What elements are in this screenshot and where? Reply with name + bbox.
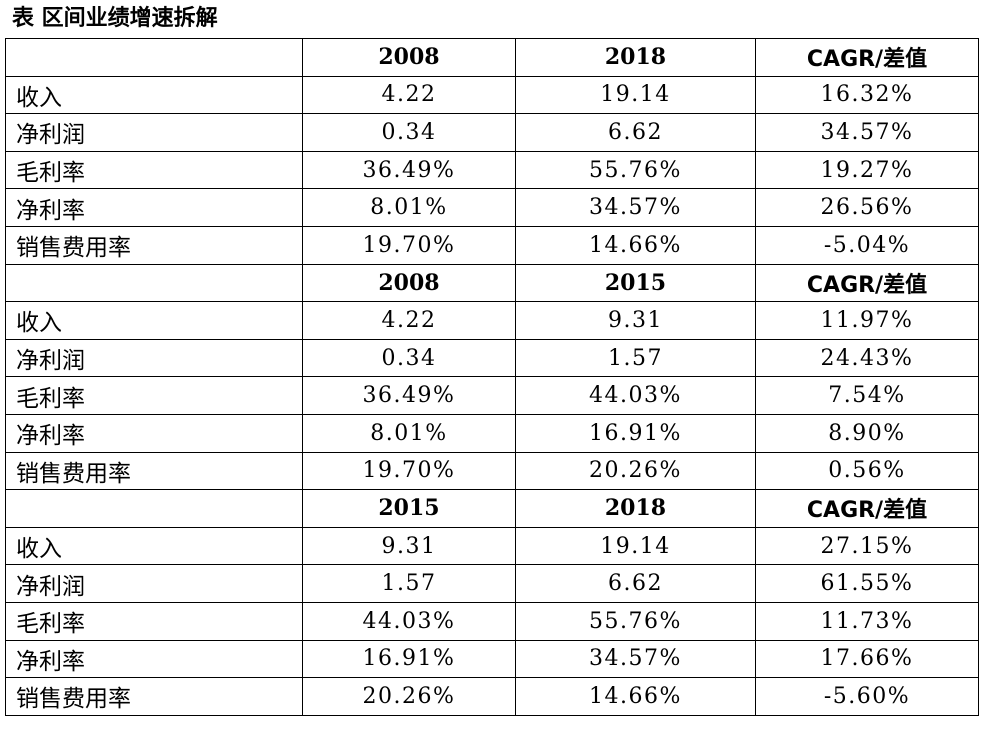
value-cell: 1.57 [515, 338, 756, 378]
header-blank-cell [5, 489, 303, 528]
value-cell: 24.43% [755, 338, 979, 378]
value-cell: 19.70% [302, 451, 516, 491]
value-cell: 20.26% [302, 677, 516, 716]
header-cell: 2018 [515, 38, 756, 77]
value-cell: 11.97% [755, 301, 979, 340]
row-label: 净利率 [5, 188, 303, 227]
value-cell: 9.31 [515, 301, 756, 340]
table-row: 净利润 1.57 6.62 61.55% [5, 564, 979, 603]
table-row: 收入 4.22 9.31 11.97% [5, 301, 979, 340]
table-row: 收入 4.22 19.14 16.32% [5, 75, 979, 115]
value-cell: 44.03% [302, 601, 516, 641]
row-label: 净利润 [5, 338, 303, 378]
value-cell: 55.76% [515, 150, 756, 190]
table-row: 销售费用率 20.26% 14.66% -5.60% [5, 677, 979, 716]
row-label: 收入 [5, 301, 303, 340]
table-row: 销售费用率 19.70% 20.26% 0.56% [5, 451, 979, 491]
value-cell: 1.57 [302, 564, 516, 603]
value-cell: 61.55% [755, 564, 979, 603]
value-cell: 34.57% [755, 113, 979, 152]
header-blank-cell [5, 263, 303, 303]
row-label: 毛利率 [5, 601, 303, 641]
header-cell: CAGR/差值 [755, 38, 979, 77]
header-cell: 2018 [515, 489, 756, 528]
section-header-row: 2008 2015 CAGR/差值 [5, 263, 979, 303]
row-label: 净利率 [5, 639, 303, 679]
value-cell: 7.54% [755, 376, 979, 415]
value-cell: 36.49% [302, 376, 516, 415]
value-cell: 19.27% [755, 150, 979, 190]
table-body: 2008 2018 CAGR/差值 收入 4.22 19.14 16.32% 净利润 0.34 6… [5, 38, 979, 716]
value-cell: 0.34 [302, 113, 516, 152]
header-cell: CAGR/差值 [755, 489, 979, 528]
value-cell: 36.49% [302, 150, 516, 190]
value-cell: 14.66% [515, 677, 756, 716]
table-row: 毛利率 36.49% 55.76% 19.27% [5, 150, 979, 190]
value-cell: 9.31 [302, 526, 516, 566]
row-label: 收入 [5, 526, 303, 566]
table-row: 毛利率 44.03% 55.76% 11.73% [5, 601, 979, 641]
value-cell: 16.32% [755, 75, 979, 115]
value-cell: 14.66% [515, 225, 756, 265]
value-cell: 19.14 [515, 526, 756, 566]
row-label: 销售费用率 [5, 677, 303, 716]
value-cell: 0.56% [755, 451, 979, 491]
section-header-row: 2008 2018 CAGR/差值 [5, 38, 979, 77]
row-label: 毛利率 [5, 376, 303, 415]
value-cell: 19.70% [302, 225, 516, 265]
value-cell: 11.73% [755, 601, 979, 641]
header-cell: CAGR/差值 [755, 263, 979, 303]
table-row: 净利润 0.34 6.62 34.57% [5, 113, 979, 152]
value-cell: 20.26% [515, 451, 756, 491]
table-row: 净利率 16.91% 34.57% 17.66% [5, 639, 979, 679]
value-cell: 44.03% [515, 376, 756, 415]
value-cell: 6.62 [515, 113, 756, 152]
header-cell: 2015 [302, 489, 516, 528]
value-cell: 55.76% [515, 601, 756, 641]
value-cell: -5.04% [755, 225, 979, 265]
row-label: 毛利率 [5, 150, 303, 190]
row-label: 销售费用率 [5, 225, 303, 265]
value-cell: 19.14 [515, 75, 756, 115]
value-cell: -5.60% [755, 677, 979, 716]
table-row: 净利率 8.01% 34.57% 26.56% [5, 188, 979, 227]
table-row: 销售费用率 19.70% 14.66% -5.04% [5, 225, 979, 265]
table-title: 表 区间业绩增速拆解 [12, 6, 218, 31]
value-cell: 16.91% [515, 413, 756, 453]
value-cell: 34.57% [515, 639, 756, 679]
row-label: 净利润 [5, 113, 303, 152]
value-cell: 0.34 [302, 338, 516, 378]
header-cell: 2015 [515, 263, 756, 303]
header-cell: 2008 [302, 38, 516, 77]
table-row: 毛利率 36.49% 44.03% 7.54% [5, 376, 979, 415]
value-cell: 27.15% [755, 526, 979, 566]
table-row: 收入 9.31 19.14 27.15% [5, 526, 979, 566]
value-cell: 4.22 [302, 75, 516, 115]
section-header-row: 2015 2018 CAGR/差值 [5, 489, 979, 528]
value-cell: 16.91% [302, 639, 516, 679]
value-cell: 17.66% [755, 639, 979, 679]
header-cell: 2008 [302, 263, 516, 303]
value-cell: 6.62 [515, 564, 756, 603]
table-row: 净利率 8.01% 16.91% 8.90% [5, 413, 979, 453]
row-label: 销售费用率 [5, 451, 303, 491]
value-cell: 8.01% [302, 188, 516, 227]
value-cell: 4.22 [302, 301, 516, 340]
performance-table: 2008 2018 CAGR/差值 收入 4.22 19.14 16.32% 净利润 0.34 6… [5, 38, 979, 716]
header-blank-cell [5, 38, 303, 77]
row-label: 净利率 [5, 413, 303, 453]
row-label: 净利润 [5, 564, 303, 603]
value-cell: 8.90% [755, 413, 979, 453]
value-cell: 34.57% [515, 188, 756, 227]
table-row: 净利润 0.34 1.57 24.43% [5, 338, 979, 378]
value-cell: 26.56% [755, 188, 979, 227]
row-label: 收入 [5, 75, 303, 115]
value-cell: 8.01% [302, 413, 516, 453]
